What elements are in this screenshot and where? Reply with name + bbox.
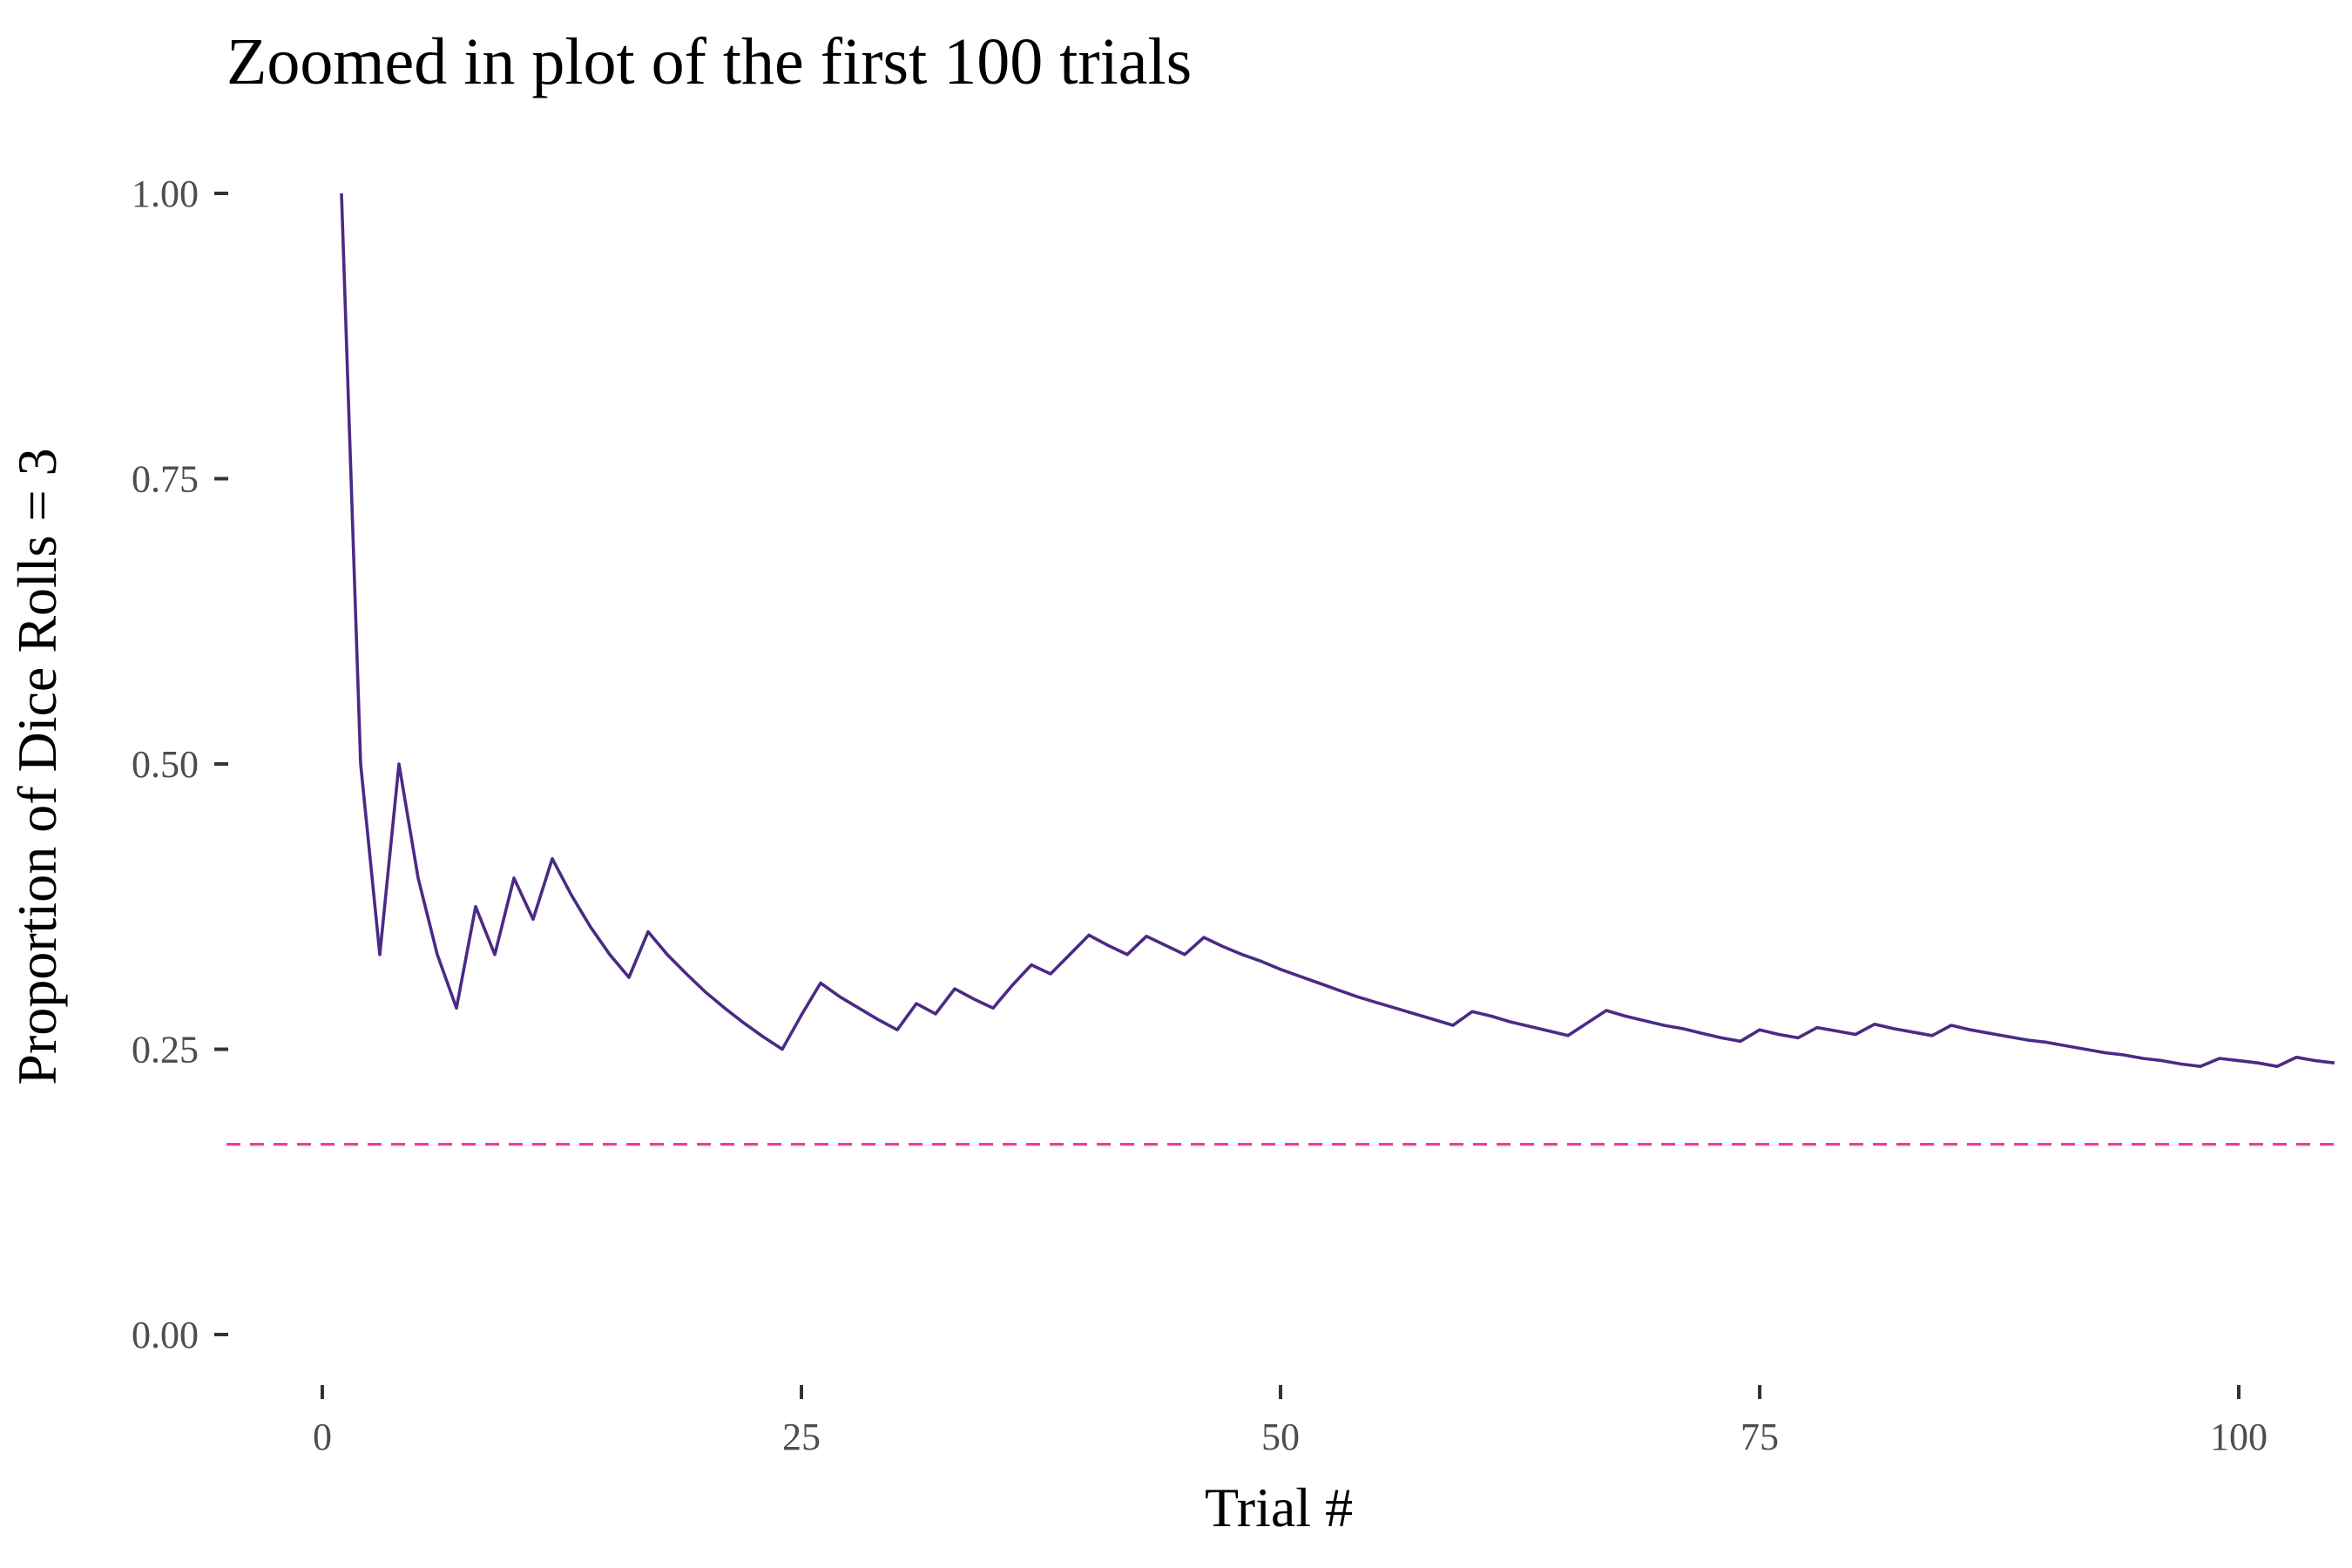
y-tick-label: 0.50 [132,743,199,786]
x-tick-label: 50 [1261,1416,1300,1458]
chart-title: Zoomed in plot of the first 100 trials [226,25,1192,98]
y-tick-label: 0.75 [132,458,199,501]
series-layer [340,193,2335,1068]
y-axis: 0.00 0.25 0.50 0.75 1.00 [132,172,228,1356]
y-tick-label: 0.25 [132,1029,199,1071]
y-tick-label: 1.00 [132,172,199,215]
series-line [340,193,2335,1068]
y-tick-label: 0.00 [132,1314,199,1356]
y-axis-title: Proportion of Dice Rolls = 3 [6,448,68,1085]
x-axis-title: Trial # [1205,1477,1353,1538]
x-tick-label: 25 [782,1416,821,1458]
x-axis: 0 25 50 75 100 [313,1385,2268,1458]
x-tick-label: 100 [2210,1416,2268,1458]
x-tick-label: 75 [1740,1416,1779,1458]
x-tick-label: 0 [313,1416,332,1458]
